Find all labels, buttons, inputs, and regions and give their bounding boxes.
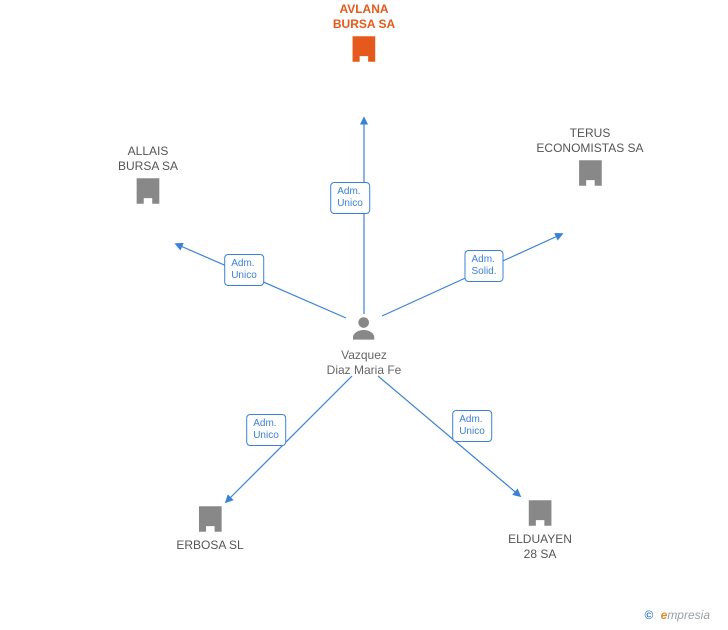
person-icon [327, 314, 402, 346]
building-icon [118, 174, 178, 208]
company-node-avlana[interactable]: AVLANA BURSA SA [333, 0, 395, 66]
edge-line-erbosa [226, 376, 352, 502]
copyright-symbol: © [644, 608, 653, 622]
diagram-container: { "type": "network", "background_color":… [0, 0, 728, 630]
edge-label-allais: Adm. Unico [224, 254, 264, 286]
company-node-label: ERBOSA SL [176, 538, 243, 553]
footer-attribution: © empresia [644, 608, 710, 622]
company-node-terus[interactable]: TERUS ECONOMISTAS SA [536, 124, 643, 190]
edge-label-erbosa: Adm. Unico [246, 414, 286, 446]
building-icon [333, 32, 395, 66]
company-node-label: ELDUAYEN 28 SA [508, 532, 572, 562]
company-node-allais[interactable]: ALLAIS BURSA SA [118, 142, 178, 208]
company-node-label: ALLAIS BURSA SA [118, 144, 178, 174]
building-icon [508, 496, 572, 530]
edge-label-terus: Adm. Solid. [464, 250, 503, 282]
edge-label-avlana: Adm. Unico [330, 182, 370, 214]
brand-logo: empresia [661, 608, 710, 622]
company-node-label: TERUS ECONOMISTAS SA [536, 126, 643, 156]
building-icon [176, 502, 243, 536]
company-node-elduayen[interactable]: ELDUAYEN 28 SA [508, 496, 572, 562]
center-node-label: Vazquez Diaz Maria Fe [327, 348, 402, 378]
building-icon [536, 156, 643, 190]
edge-label-elduayen: Adm. Unico [452, 410, 492, 442]
edge-line-elduayen [378, 376, 520, 496]
center-node-person[interactable]: Vazquez Diaz Maria Fe [327, 314, 402, 378]
company-node-label: AVLANA BURSA SA [333, 2, 395, 32]
company-node-erbosa[interactable]: ERBOSA SL [176, 502, 243, 553]
